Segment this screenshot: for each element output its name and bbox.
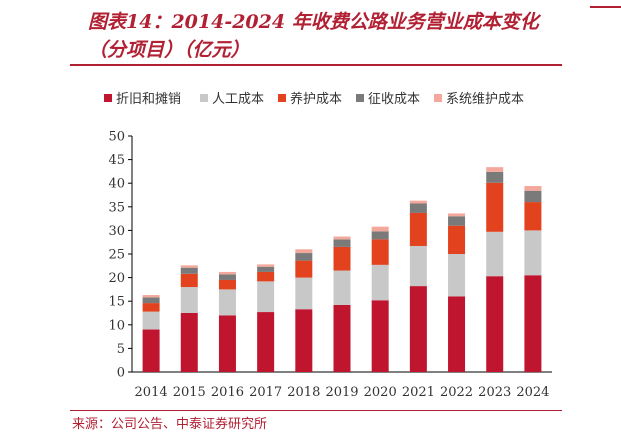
bar-segment-5-2014 bbox=[142, 295, 160, 298]
legend-swatch-3 bbox=[278, 94, 286, 102]
bar-segment-3-2018 bbox=[295, 260, 313, 278]
bar-segment-4-2016 bbox=[218, 274, 236, 280]
y-tick-label: 20 bbox=[108, 271, 125, 286]
x-tick-label: 2014 bbox=[135, 385, 168, 400]
y-tick-label: 5 bbox=[117, 342, 125, 357]
bar-segment-2-2015 bbox=[180, 287, 198, 313]
x-axis: 2014 2015 2016 2017 2018 2019 2020 2021 2022 2023… bbox=[132, 371, 552, 400]
bar-segment-1-2017 bbox=[257, 312, 275, 372]
bar-segment-1-2020 bbox=[371, 300, 389, 372]
bar-segment-1-2018 bbox=[295, 309, 313, 372]
bar-segment-1-2019 bbox=[333, 304, 351, 372]
source-note: 来源：公司公告、中泰证券研究所 bbox=[72, 417, 268, 432]
y-tick-label: 50 bbox=[108, 130, 125, 145]
y-tick-label: 15 bbox=[108, 295, 125, 310]
bar-segment-3-2020 bbox=[371, 239, 389, 265]
bar-segment-1-2024 bbox=[524, 275, 542, 372]
legend: 折旧和摊销 人工成本 养护成本 征收成本 系统维护成本 bbox=[104, 91, 524, 107]
bar-segment-5-2018 bbox=[295, 249, 313, 254]
legend-label-2: 人工成本 bbox=[212, 92, 264, 107]
bar-segment-4-2024 bbox=[524, 190, 542, 203]
title-divider bbox=[70, 64, 562, 66]
bar-segment-5-2020 bbox=[371, 226, 389, 232]
bar-segment-3-2021 bbox=[409, 212, 427, 246]
x-tick-label: 2022 bbox=[440, 385, 473, 400]
y-tick-label: 45 bbox=[108, 153, 125, 168]
x-tick-label: 2017 bbox=[249, 385, 282, 400]
y-tick-label: 0 bbox=[117, 366, 125, 381]
bar-segment-2-2024 bbox=[524, 230, 542, 276]
bar-segment-5-2019 bbox=[333, 236, 351, 240]
y-axis: 0 5 10 15 20 25 30 35 40 45 50 bbox=[108, 130, 133, 381]
bar-segment-3-2015 bbox=[180, 273, 198, 288]
bar-segment-3-2019 bbox=[333, 246, 351, 271]
bar-segment-4-2018 bbox=[295, 253, 313, 261]
bar-segment-3-2024 bbox=[524, 202, 542, 231]
legend-swatch-4 bbox=[356, 94, 364, 102]
legend-label-5: 系统维护成本 bbox=[446, 92, 524, 107]
bar-segment-5-2023 bbox=[486, 167, 504, 172]
bar-segment-1-2021 bbox=[409, 286, 427, 372]
adjacent-panel-edge bbox=[590, 6, 621, 8]
bar-segment-2-2021 bbox=[409, 245, 427, 287]
footer-divider bbox=[70, 410, 562, 411]
x-tick-label: 2023 bbox=[478, 385, 511, 400]
legend-swatch-1 bbox=[104, 94, 112, 102]
bar-segment-4-2014 bbox=[142, 297, 160, 304]
x-tick-label: 2016 bbox=[211, 385, 244, 400]
legend-swatch-5 bbox=[434, 94, 442, 102]
bar-segment-2-2023 bbox=[486, 231, 504, 277]
bar-segment-5-2021 bbox=[409, 200, 427, 204]
legend-label-3: 养护成本 bbox=[290, 91, 342, 107]
bar-segment-1-2016 bbox=[218, 315, 236, 372]
bar-segment-1-2022 bbox=[448, 296, 466, 372]
bar-segment-2-2020 bbox=[371, 264, 389, 301]
x-tick-label: 2021 bbox=[402, 385, 435, 400]
legend-swatch-2 bbox=[200, 94, 208, 102]
y-tick-label: 30 bbox=[108, 224, 125, 239]
bar-segment-3-2014 bbox=[142, 303, 160, 312]
legend-label-1: 折旧和摊销 bbox=[116, 92, 181, 107]
bar-segment-2-2016 bbox=[218, 289, 236, 316]
bar-segment-3-2017 bbox=[257, 271, 275, 282]
bar-segment-4-2017 bbox=[257, 266, 275, 272]
y-tick-label: 40 bbox=[108, 177, 125, 192]
bar-segment-4-2022 bbox=[448, 216, 466, 226]
bar-segment-4-2023 bbox=[486, 171, 504, 183]
x-tick-label: 2018 bbox=[287, 385, 320, 400]
bar-segment-1-2014 bbox=[142, 329, 160, 372]
bar-segment-4-2020 bbox=[371, 231, 389, 240]
bar-segment-2-2017 bbox=[257, 281, 275, 313]
bars bbox=[142, 167, 542, 372]
x-tick-label: 2024 bbox=[516, 385, 549, 400]
x-tick-label: 2019 bbox=[325, 385, 358, 400]
y-tick-label: 10 bbox=[108, 318, 125, 333]
x-tick-label: 2015 bbox=[173, 385, 206, 400]
bar-segment-2-2014 bbox=[142, 311, 160, 330]
bar-segment-4-2021 bbox=[409, 203, 427, 213]
bar-segment-2-2019 bbox=[333, 270, 351, 305]
bar-segment-5-2015 bbox=[180, 265, 198, 268]
bar-segment-1-2015 bbox=[180, 313, 198, 372]
bar-segment-3-2016 bbox=[218, 279, 236, 290]
bar-segment-5-2024 bbox=[524, 186, 542, 191]
chart-title: 图表14：2014-2024 年收费公路业务营业成本变化（分项目）（亿元） bbox=[88, 11, 539, 61]
bar-segment-5-2022 bbox=[448, 213, 466, 217]
bar-segment-2-2018 bbox=[295, 277, 313, 310]
bar-segment-4-2015 bbox=[180, 267, 198, 274]
legend-label-4: 征收成本 bbox=[368, 92, 420, 107]
bar-segment-3-2023 bbox=[486, 182, 504, 232]
bar-segment-5-2017 bbox=[257, 264, 275, 267]
bar-segment-2-2022 bbox=[448, 254, 466, 297]
bar-segment-3-2022 bbox=[448, 225, 466, 254]
bar-segment-4-2019 bbox=[333, 239, 351, 247]
y-tick-label: 25 bbox=[108, 248, 125, 263]
bar-segment-1-2023 bbox=[486, 276, 504, 372]
y-tick-label: 35 bbox=[108, 200, 125, 215]
x-tick-label: 2020 bbox=[364, 385, 397, 400]
bar-segment-5-2016 bbox=[218, 271, 236, 275]
